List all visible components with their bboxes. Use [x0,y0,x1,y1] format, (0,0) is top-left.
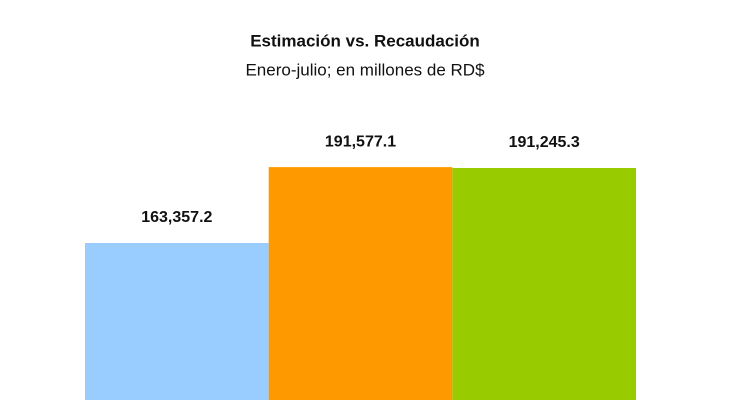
bar [85,243,269,400]
bar [452,168,636,400]
chart-subtitle: Enero-julio; en millones de RD$ [245,60,485,79]
value-label: 163,357.2 [141,209,212,226]
bar [268,167,453,400]
chart-title: Estimación vs. Recaudación [250,31,480,50]
value-label: 191,577.1 [325,133,396,150]
value-label: 191,245.3 [509,134,580,151]
